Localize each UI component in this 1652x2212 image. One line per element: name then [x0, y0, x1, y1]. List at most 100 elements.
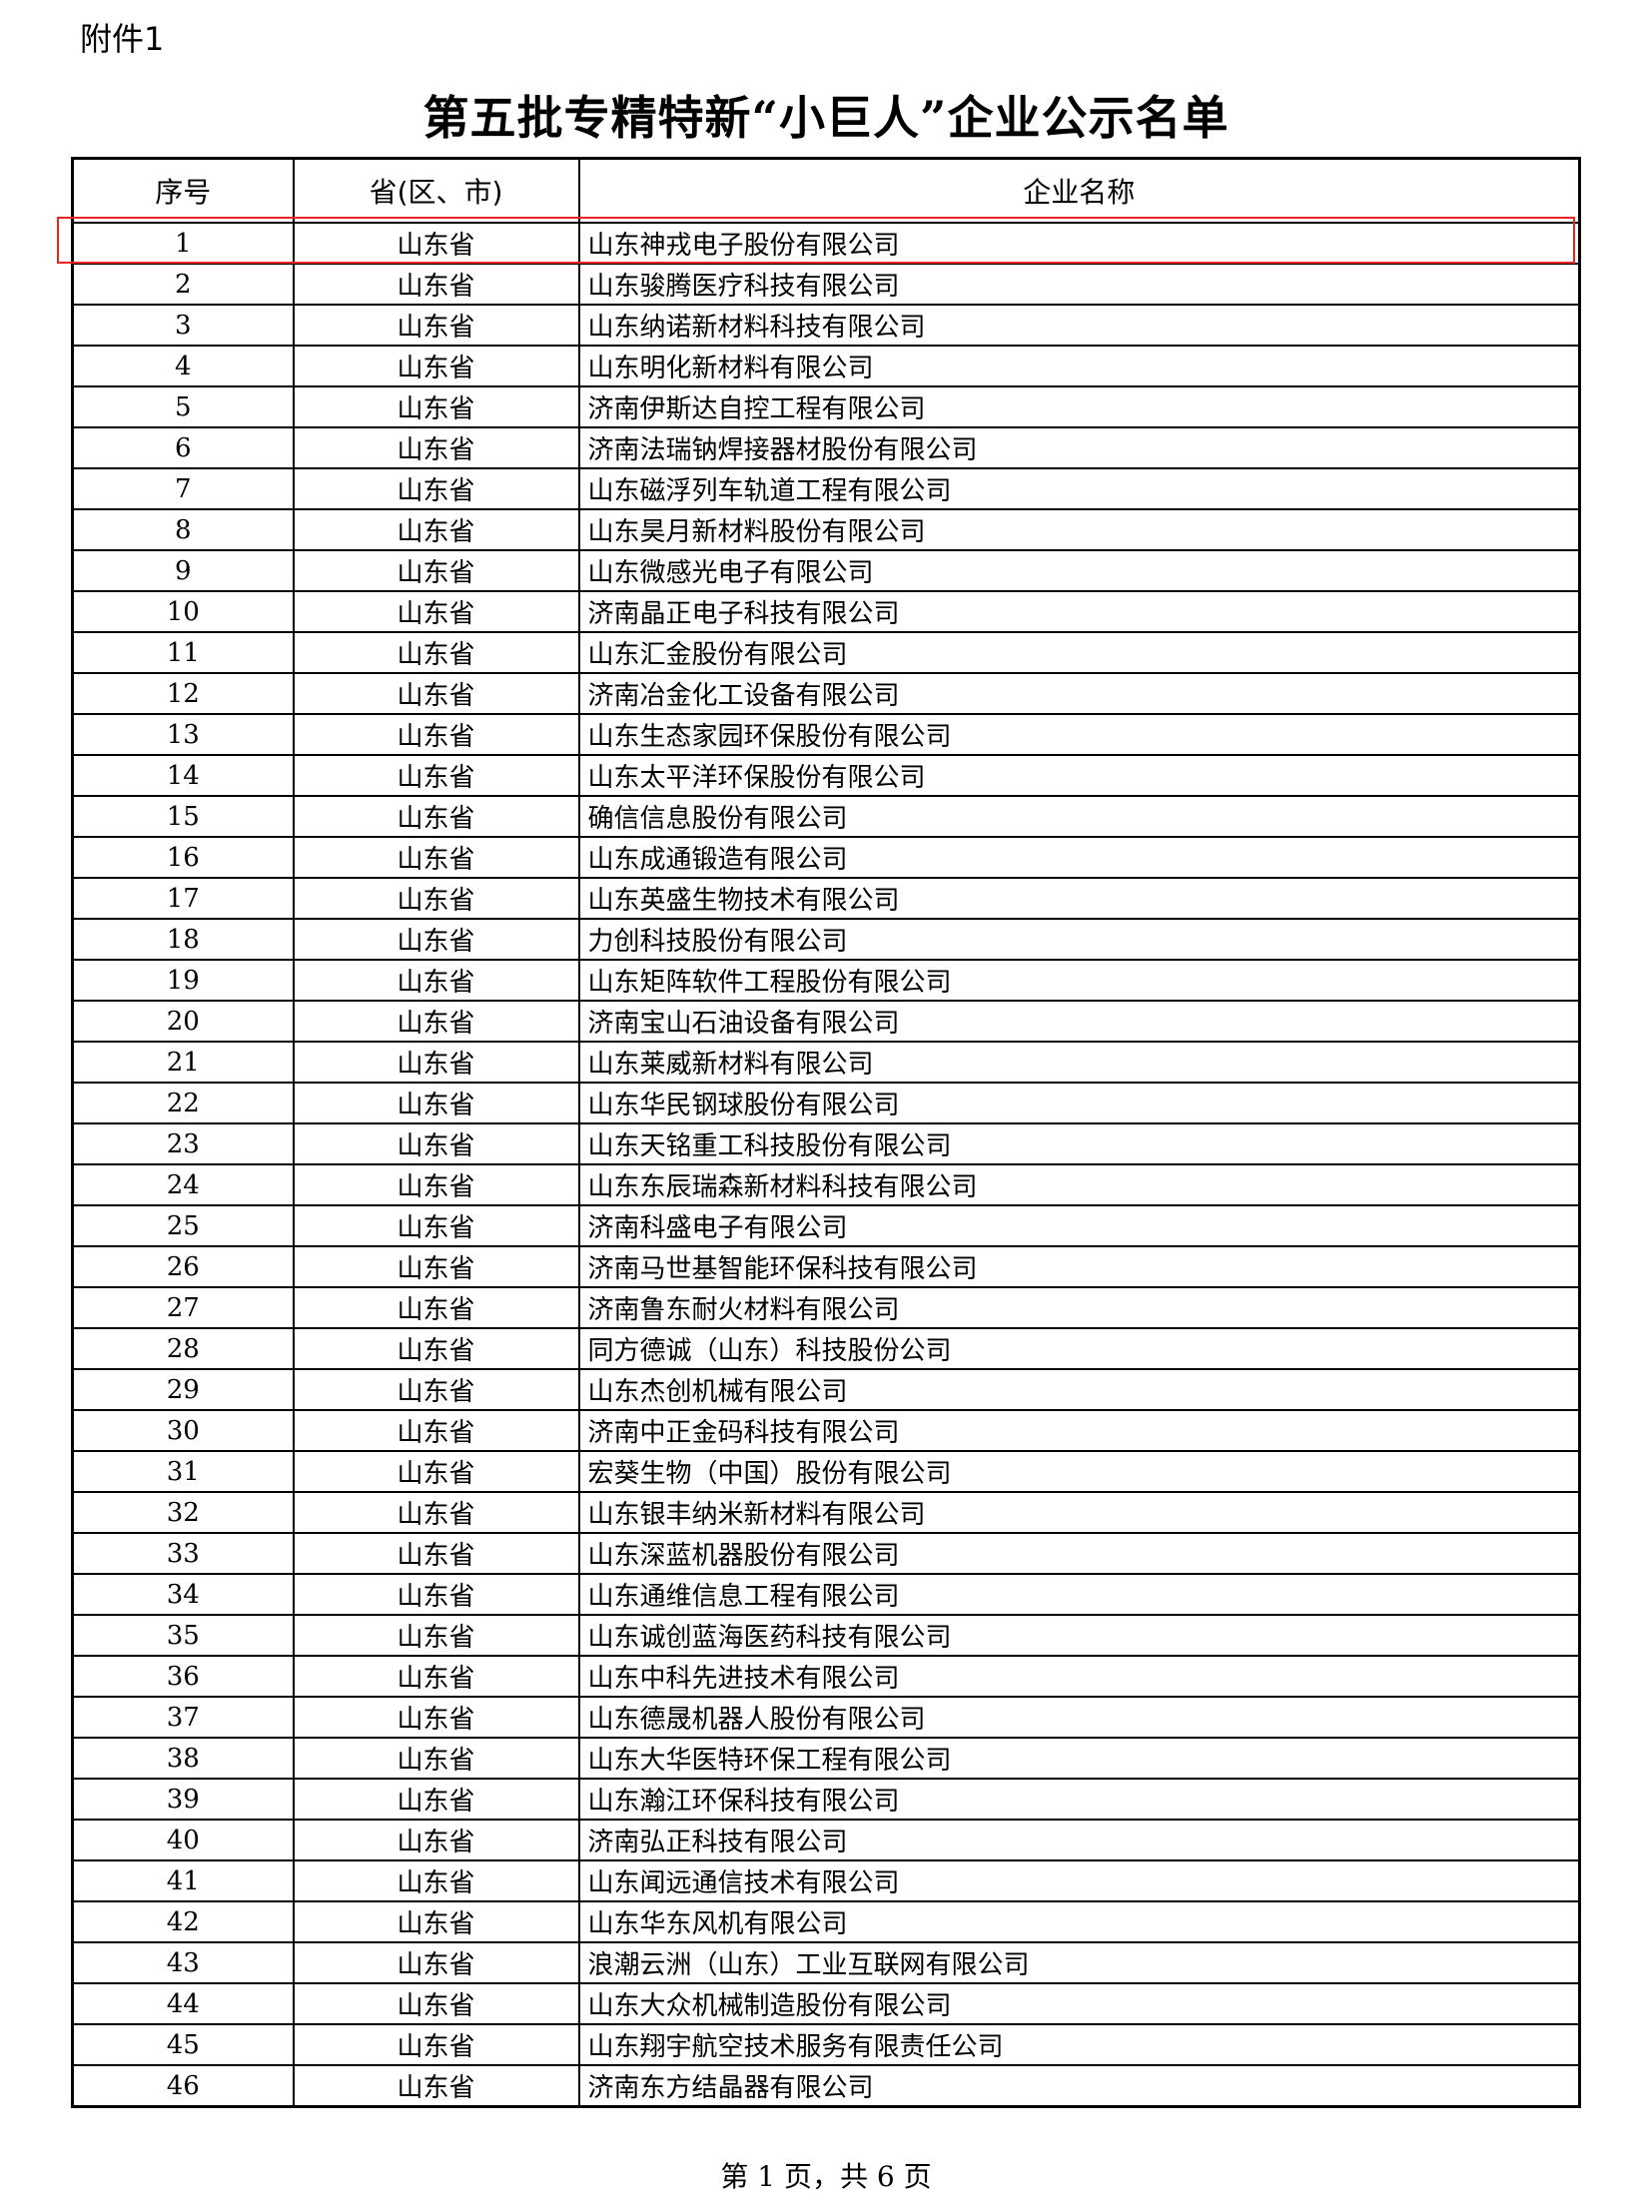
table-row: 45 山东省 山东翔宇航空技术服务有限责任公司	[71, 2023, 1581, 2066]
cell-province: 山东省	[292, 467, 580, 510]
cell-company-name: 同方德诚（山东）科技股份公司	[577, 1327, 1581, 1370]
cell-province: 山东省	[292, 1368, 580, 1411]
table-row: 7 山东省 山东磁浮列车轨道工程有限公司	[71, 467, 1581, 510]
cell-province: 山东省	[292, 1778, 580, 1821]
cell-company-name: 山东神戎电子股份有限公司	[577, 222, 1581, 265]
cell-province: 山东省	[292, 1204, 580, 1247]
table-row: 21 山东省 山东莱威新材料有限公司	[71, 1041, 1581, 1084]
cell-province: 山东省	[292, 1163, 580, 1206]
cell-company-name: 山东成通锻造有限公司	[577, 836, 1581, 879]
cell-company-name: 山东昊月新材料股份有限公司	[577, 508, 1581, 551]
cell-company-name: 山东大众机械制造股份有限公司	[577, 1982, 1581, 2025]
cell-index: 38	[71, 1737, 295, 1780]
cell-province: 山东省	[292, 1450, 580, 1493]
cell-index: 6	[71, 426, 295, 469]
cell-company-name: 山东瀚江环保科技有限公司	[577, 1778, 1581, 1821]
cell-province: 山东省	[292, 549, 580, 592]
cell-index: 28	[71, 1327, 295, 1370]
cell-province: 山东省	[292, 1409, 580, 1452]
cell-province: 山东省	[292, 1819, 580, 1861]
table-row: 40 山东省 济南弘正科技有限公司	[71, 1819, 1581, 1861]
cell-province: 山东省	[292, 1041, 580, 1084]
cell-index: 25	[71, 1204, 295, 1247]
table-row: 6 山东省 济南法瑞钠焊接器材股份有限公司	[71, 426, 1581, 469]
cell-province: 山东省	[292, 713, 580, 756]
cell-index: 9	[71, 549, 295, 592]
table-row: 41 山东省 山东闻远通信技术有限公司	[71, 1859, 1581, 1902]
cell-company-name: 山东通维信息工程有限公司	[577, 1573, 1581, 1616]
cell-company-name: 山东大华医特环保工程有限公司	[577, 1737, 1581, 1780]
table-row: 43 山东省 浪潮云洲（山东）工业互联网有限公司	[71, 1941, 1581, 1984]
table-row: 35 山东省 山东诚创蓝海医药科技有限公司	[71, 1614, 1581, 1657]
cell-company-name: 山东东辰瑞森新材料科技有限公司	[577, 1163, 1581, 1206]
table-row: 27 山东省 济南鲁东耐火材料有限公司	[71, 1286, 1581, 1329]
cell-company-name: 山东深蓝机器股份有限公司	[577, 1532, 1581, 1575]
cell-company-name: 山东英盛生物技术有限公司	[577, 877, 1581, 920]
cell-province: 山东省	[292, 1122, 580, 1165]
cell-index: 7	[71, 467, 295, 510]
company-list-table: 序号 省(区、市) 企业名称 1 山东省 山东神戎电子股份有限公司 2 山东省 山东骏腾医…	[71, 157, 1581, 2108]
table-row: 19 山东省 山东矩阵软件工程股份有限公司	[71, 959, 1581, 1002]
cell-province: 山东省	[292, 426, 580, 469]
cell-index: 40	[71, 1819, 295, 1861]
cell-index: 30	[71, 1409, 295, 1452]
cell-province: 山东省	[292, 345, 580, 387]
cell-company-name: 山东杰创机械有限公司	[577, 1368, 1581, 1411]
cell-index: 5	[71, 385, 295, 428]
header-province: 省(区、市)	[292, 157, 580, 224]
table-row: 5 山东省 济南伊斯达自控工程有限公司	[71, 385, 1581, 428]
table-row: 17 山东省 山东英盛生物技术有限公司	[71, 877, 1581, 920]
cell-company-name: 济南伊斯达自控工程有限公司	[577, 385, 1581, 428]
cell-index: 20	[71, 1000, 295, 1043]
table-row: 8 山东省 山东昊月新材料股份有限公司	[71, 508, 1581, 551]
cell-province: 山东省	[292, 1982, 580, 2025]
cell-company-name: 确信信息股份有限公司	[577, 795, 1581, 838]
cell-index: 10	[71, 590, 295, 633]
table-row: 28 山东省 同方德诚（山东）科技股份公司	[71, 1327, 1581, 1370]
cell-province: 山东省	[292, 385, 580, 428]
cell-company-name: 济南东方结晶器有限公司	[577, 2064, 1581, 2108]
cell-province: 山东省	[292, 631, 580, 674]
table-row: 3 山东省 山东纳诺新材料科技有限公司	[71, 304, 1581, 347]
table-row: 38 山东省 山东大华医特环保工程有限公司	[71, 1737, 1581, 1780]
table-row: 12 山东省 济南冶金化工设备有限公司	[71, 672, 1581, 715]
cell-company-name: 济南鲁东耐火材料有限公司	[577, 1286, 1581, 1329]
table-row: 32 山东省 山东银丰纳米新材料有限公司	[71, 1491, 1581, 1534]
table-row: 46 山东省 济南东方结晶器有限公司	[71, 2064, 1581, 2108]
cell-company-name: 山东翔宇航空技术服务有限责任公司	[577, 2023, 1581, 2066]
cell-company-name: 济南科盛电子有限公司	[577, 1204, 1581, 1247]
table-row: 24 山东省 山东东辰瑞森新材料科技有限公司	[71, 1163, 1581, 1206]
page-footer: 第 1 页，共 6 页	[720, 2160, 932, 2193]
cell-province: 山东省	[292, 918, 580, 961]
cell-company-name: 山东生态家园环保股份有限公司	[577, 713, 1581, 756]
cell-index: 29	[71, 1368, 295, 1411]
table-row: 31 山东省 宏葵生物（中国）股份有限公司	[71, 1450, 1581, 1493]
cell-index: 22	[71, 1082, 295, 1124]
cell-province: 山东省	[292, 1737, 580, 1780]
cell-company-name: 济南法瑞钠焊接器材股份有限公司	[577, 426, 1581, 469]
cell-company-name: 山东汇金股份有限公司	[577, 631, 1581, 674]
table-row: 42 山东省 山东华东风机有限公司	[71, 1900, 1581, 1943]
cell-index: 46	[71, 2064, 295, 2108]
cell-index: 23	[71, 1122, 295, 1165]
cell-company-name: 济南马世基智能环保科技有限公司	[577, 1245, 1581, 1288]
cell-company-name: 山东磁浮列车轨道工程有限公司	[577, 467, 1581, 510]
cell-province: 山东省	[292, 1696, 580, 1739]
table-row: 26 山东省 济南马世基智能环保科技有限公司	[71, 1245, 1581, 1288]
cell-province: 山东省	[292, 1900, 580, 1943]
table-row: 15 山东省 确信信息股份有限公司	[71, 795, 1581, 838]
cell-index: 36	[71, 1655, 295, 1698]
cell-province: 山东省	[292, 222, 580, 265]
header-company-name: 企业名称	[577, 157, 1581, 224]
table-row: 18 山东省 力创科技股份有限公司	[71, 918, 1581, 961]
table-row: 9 山东省 山东微感光电子有限公司	[71, 549, 1581, 592]
cell-province: 山东省	[292, 508, 580, 551]
table-row: 11 山东省 山东汇金股份有限公司	[71, 631, 1581, 674]
cell-province: 山东省	[292, 754, 580, 797]
cell-index: 3	[71, 304, 295, 347]
cell-company-name: 山东银丰纳米新材料有限公司	[577, 1491, 1581, 1534]
cell-company-name: 山东闻远通信技术有限公司	[577, 1859, 1581, 1902]
cell-company-name: 山东矩阵软件工程股份有限公司	[577, 959, 1581, 1002]
attachment-label: 附件1	[80, 20, 165, 58]
cell-index: 8	[71, 508, 295, 551]
